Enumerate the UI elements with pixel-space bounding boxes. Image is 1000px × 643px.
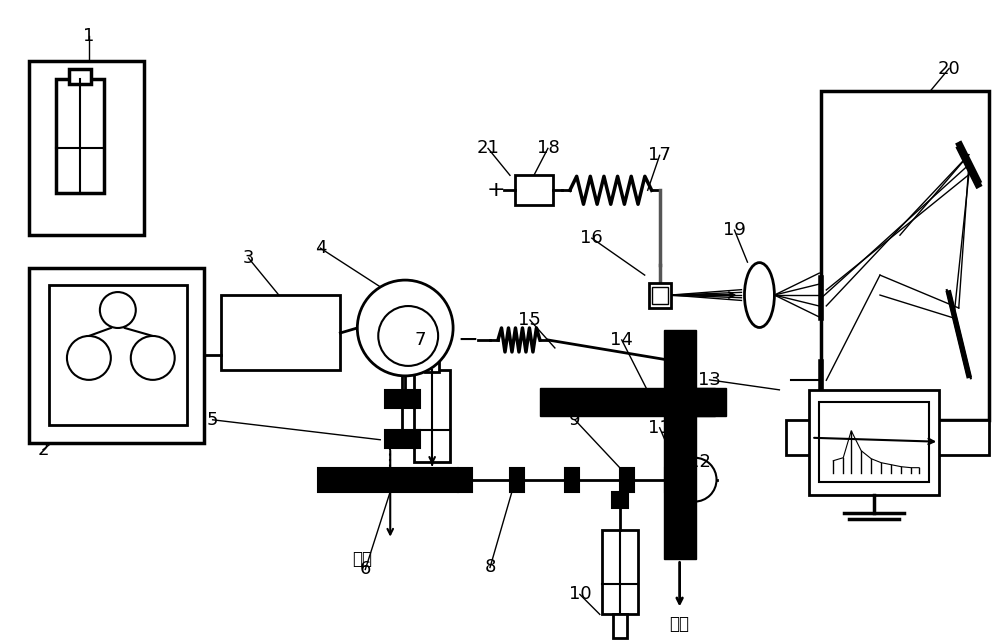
Bar [414, 370, 450, 462]
Text: 4: 4 [315, 239, 326, 257]
Text: 3: 3 [243, 249, 254, 267]
Text: 13: 13 [698, 371, 721, 389]
Bar [649, 283, 671, 308]
Text: 16: 16 [580, 229, 603, 247]
Bar [69, 69, 91, 84]
Circle shape [378, 306, 438, 366]
Bar [819, 402, 929, 482]
Text: 7: 7 [414, 331, 426, 349]
Circle shape [100, 292, 136, 328]
Text: 18: 18 [537, 140, 559, 158]
Bar [318, 467, 458, 492]
Text: −: − [458, 328, 479, 352]
Bar [385, 390, 420, 408]
Bar [29, 60, 144, 235]
Bar [458, 467, 472, 492]
Bar [652, 287, 668, 304]
Bar [425, 344, 439, 372]
Bar [56, 78, 104, 194]
Bar [29, 268, 204, 443]
Text: 1: 1 [83, 26, 95, 44]
Bar [221, 295, 340, 370]
Bar [664, 330, 696, 559]
Circle shape [673, 458, 717, 502]
Bar [565, 467, 579, 492]
Text: 12: 12 [688, 453, 711, 471]
Bar [602, 530, 638, 614]
Bar [613, 614, 627, 638]
Circle shape [131, 336, 175, 380]
Bar [612, 492, 628, 507]
Circle shape [357, 280, 453, 376]
Text: 14: 14 [610, 331, 633, 349]
Text: 6: 6 [360, 561, 371, 579]
Bar [696, 388, 726, 416]
Text: 废液: 废液 [670, 615, 690, 633]
Text: 9: 9 [569, 411, 581, 429]
Bar [809, 390, 939, 494]
Text: 20: 20 [938, 60, 960, 78]
Bar [510, 467, 524, 492]
Text: 19: 19 [723, 221, 746, 239]
Bar [49, 285, 187, 425]
Text: 10: 10 [569, 585, 591, 603]
Text: 17: 17 [648, 147, 671, 165]
Bar [786, 420, 989, 455]
Bar [385, 430, 420, 448]
Bar [665, 467, 679, 492]
Bar [620, 467, 634, 492]
Circle shape [67, 336, 111, 380]
Bar [821, 91, 989, 420]
Text: 5: 5 [207, 411, 218, 429]
Ellipse shape [744, 262, 774, 327]
Text: +: + [487, 180, 505, 200]
Text: 15: 15 [518, 311, 541, 329]
Text: 11: 11 [648, 419, 671, 437]
Text: 21: 21 [477, 140, 499, 158]
Bar [540, 388, 715, 416]
Text: 2: 2 [37, 440, 49, 458]
Text: 废液: 废液 [352, 550, 372, 568]
Bar [515, 176, 553, 205]
Text: 8: 8 [484, 559, 496, 577]
